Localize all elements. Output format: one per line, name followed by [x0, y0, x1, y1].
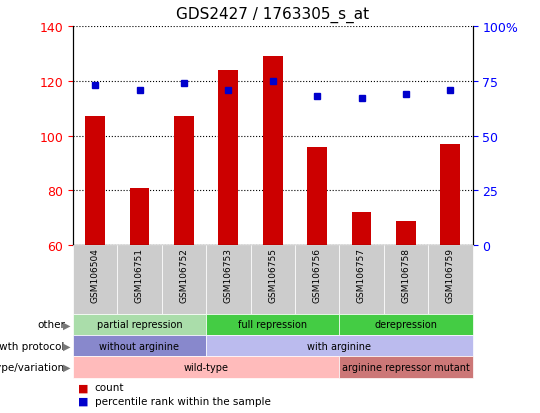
Text: GSM106758: GSM106758 — [401, 248, 410, 303]
Text: genotype/variation: genotype/variation — [0, 362, 65, 372]
Text: partial repression: partial repression — [97, 320, 183, 330]
Text: with arginine: with arginine — [307, 341, 372, 351]
Text: other: other — [37, 320, 65, 330]
Text: GSM106755: GSM106755 — [268, 248, 277, 303]
Bar — [396, 221, 416, 246]
Bar — [117, 246, 161, 314]
Bar — [262, 57, 283, 246]
Text: full repression: full repression — [238, 320, 307, 330]
Bar — [428, 246, 472, 314]
Text: wild-type: wild-type — [184, 362, 228, 372]
Text: growth protocol: growth protocol — [0, 341, 65, 351]
Bar — [130, 188, 150, 246]
Text: ▶: ▶ — [63, 341, 70, 351]
Text: count: count — [94, 382, 124, 392]
Text: arginine repressor mutant: arginine repressor mutant — [342, 362, 470, 372]
Text: ▶: ▶ — [63, 362, 70, 372]
Text: GSM106753: GSM106753 — [224, 248, 233, 303]
Bar — [339, 246, 384, 314]
Bar — [73, 246, 117, 314]
Bar — [218, 71, 238, 246]
Bar — [161, 246, 206, 314]
Text: derepression: derepression — [374, 320, 437, 330]
Text: ■: ■ — [78, 382, 89, 392]
Text: ▶: ▶ — [63, 320, 70, 330]
Bar — [384, 246, 428, 314]
Bar — [206, 246, 251, 314]
Text: percentile rank within the sample: percentile rank within the sample — [94, 396, 271, 406]
Bar — [251, 246, 295, 314]
Text: GSM106759: GSM106759 — [446, 248, 455, 303]
Bar — [295, 246, 339, 314]
Bar — [174, 117, 194, 246]
Text: ■: ■ — [78, 396, 89, 406]
Text: GSM106757: GSM106757 — [357, 248, 366, 303]
Bar — [440, 145, 460, 246]
Bar — [352, 213, 372, 246]
Text: GSM106751: GSM106751 — [135, 248, 144, 303]
Title: GDS2427 / 1763305_s_at: GDS2427 / 1763305_s_at — [176, 7, 369, 23]
Bar — [85, 117, 105, 246]
Text: GSM106504: GSM106504 — [91, 248, 99, 302]
Text: GSM106752: GSM106752 — [179, 248, 188, 302]
Bar — [307, 147, 327, 246]
Text: GSM106756: GSM106756 — [313, 248, 322, 303]
Text: without arginine: without arginine — [99, 341, 179, 351]
